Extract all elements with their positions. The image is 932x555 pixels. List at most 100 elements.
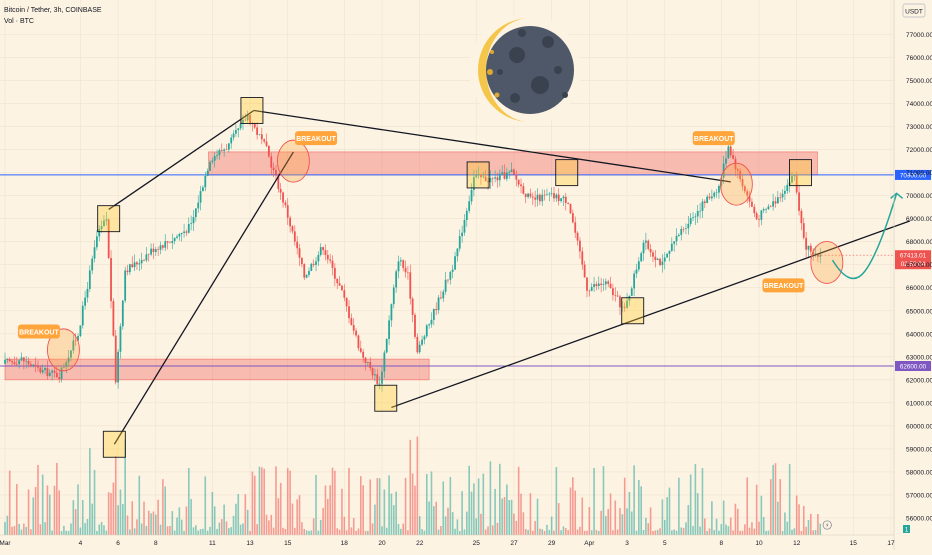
breakout-circle[interactable]	[46, 328, 80, 372]
pivot-box[interactable]	[555, 159, 579, 187]
time-axis[interactable]: Mar 4 6 8 11 13 15 18 20 22 25 27 29 Apr 3 5 8 10 12 15 17	[0, 520, 895, 547]
candle-body	[143, 260, 145, 261]
price-tick-label: 74000.00	[906, 101, 932, 108]
breakout-label-box[interactable]	[692, 131, 735, 146]
price-axis[interactable]: 56000.00 57000.00 58000.00 59000.00 60000.00…	[893, 0, 932, 550]
pivot-box[interactable]	[789, 159, 812, 187]
volume-bar	[336, 528, 339, 535]
candle-body	[310, 263, 313, 271]
volume-bar	[187, 468, 190, 535]
volume-bar	[282, 527, 284, 535]
volume-bar	[597, 530, 600, 535]
candle-body	[133, 262, 136, 268]
candle-body	[781, 193, 784, 198]
volume-bar	[550, 516, 553, 535]
volume-bar	[487, 526, 489, 535]
volume-bar	[220, 519, 223, 535]
candle-body	[20, 357, 23, 361]
volume-bar	[463, 529, 466, 535]
candle-body	[614, 295, 617, 296]
volume-bar	[645, 517, 647, 535]
volume-bar	[34, 486, 37, 535]
volume-bar	[362, 485, 364, 535]
projection-arrowhead[interactable]	[890, 192, 904, 199]
currency-badge[interactable]	[902, 3, 926, 18]
candle-body	[121, 300, 124, 327]
trendline[interactable]	[253, 109, 731, 183]
candle-body	[581, 251, 584, 265]
candle-body	[557, 194, 560, 202]
candle-body	[456, 248, 459, 257]
candle-body	[600, 283, 603, 285]
candle-body	[708, 196, 711, 199]
volume-bar	[548, 529, 551, 535]
volume-bar	[213, 506, 216, 535]
candle-body	[72, 340, 75, 351]
level-price-tag[interactable]	[895, 361, 931, 371]
volume-bar	[458, 530, 461, 535]
candle-body	[279, 188, 282, 193]
volume-bar	[586, 530, 588, 535]
candle-body	[571, 213, 574, 223]
projection-curve[interactable]	[831, 193, 898, 280]
volume-bar	[772, 464, 774, 535]
volume-bar	[89, 448, 91, 535]
candle-body	[534, 197, 537, 200]
breakout-circle[interactable]	[276, 139, 310, 183]
volume-bar	[793, 528, 796, 535]
moon-crater	[509, 47, 525, 63]
candle-body	[371, 368, 374, 376]
candle-body	[197, 202, 200, 209]
candle-body	[713, 192, 716, 197]
trendlines[interactable]	[108, 109, 911, 445]
current-price-tag[interactable]	[895, 250, 931, 270]
breakout-label-box[interactable]	[762, 278, 805, 293]
pivot-box[interactable]	[466, 161, 490, 189]
trendline[interactable]	[113, 151, 294, 445]
pivot-boxes[interactable]	[97, 97, 812, 458]
candle-body	[79, 325, 82, 337]
candle-body	[204, 175, 207, 188]
candle-body	[319, 247, 322, 255]
breakout-labels[interactable]: BREAKOUT BREAKOUT BREAKOUT BREAKOUT	[17, 131, 805, 339]
time-tick-label: 12	[793, 540, 801, 547]
breakout-label-box[interactable]	[295, 131, 338, 146]
projection-path[interactable]	[831, 192, 904, 280]
pivot-box[interactable]	[240, 97, 264, 124]
breakout-circle[interactable]	[810, 240, 844, 284]
breakout-circles[interactable]	[46, 139, 844, 372]
candle-body	[333, 267, 336, 279]
volume-bar	[539, 528, 541, 535]
candle-body	[529, 193, 532, 197]
candle-body	[767, 206, 770, 210]
moon-crescent-spot	[494, 92, 500, 98]
volume-bar	[334, 470, 336, 535]
volume-bar	[124, 439, 126, 535]
candle-body	[758, 219, 760, 220]
candle-body	[239, 123, 242, 129]
candle-body	[282, 192, 284, 203]
trendline[interactable]	[391, 220, 911, 409]
pivot-box[interactable]	[102, 430, 126, 458]
volume-bar	[727, 526, 730, 535]
candle-body	[178, 234, 181, 237]
pivot-box[interactable]	[97, 205, 121, 233]
volume-bar	[694, 464, 697, 535]
price-tick-label: 72000.00	[906, 147, 932, 154]
candle-body	[296, 241, 299, 249]
zone-rect[interactable]	[4, 358, 430, 381]
trendline[interactable]	[108, 109, 255, 211]
pivot-box[interactable]	[621, 297, 645, 325]
level-price-tag[interactable]	[895, 169, 931, 180]
breakout-circle[interactable]	[719, 162, 753, 206]
breakout-label-box[interactable]	[17, 324, 60, 339]
candle-body	[209, 162, 211, 171]
candle-body	[576, 232, 579, 241]
volume-bar	[416, 436, 419, 535]
pivot-box[interactable]	[374, 384, 398, 412]
volume-bar	[402, 523, 405, 535]
volume-bar	[506, 484, 508, 535]
price-tick-label: 69000.00	[906, 216, 932, 223]
